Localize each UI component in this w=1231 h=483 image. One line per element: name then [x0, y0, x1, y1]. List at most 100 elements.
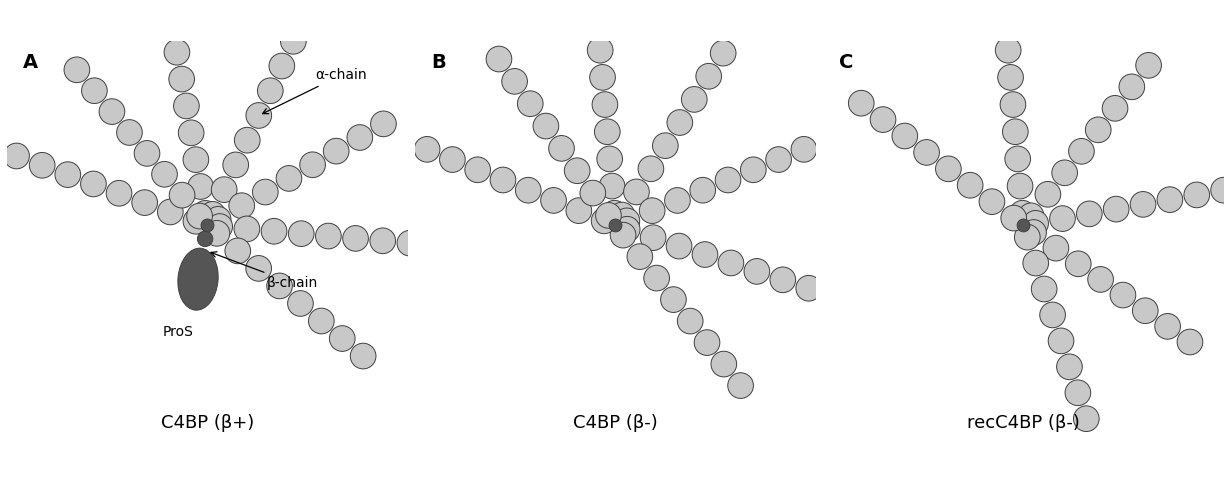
Circle shape — [728, 373, 753, 398]
Circle shape — [267, 273, 293, 299]
Circle shape — [1023, 211, 1049, 236]
Circle shape — [270, 53, 294, 79]
Circle shape — [342, 226, 368, 251]
Circle shape — [201, 219, 214, 232]
Circle shape — [652, 133, 678, 158]
Circle shape — [1110, 282, 1136, 308]
Circle shape — [540, 187, 566, 213]
Circle shape — [193, 256, 208, 271]
Circle shape — [1211, 177, 1231, 203]
Circle shape — [371, 111, 396, 137]
Circle shape — [178, 120, 204, 146]
Circle shape — [712, 351, 736, 377]
Circle shape — [1020, 220, 1046, 245]
Circle shape — [696, 63, 721, 89]
Circle shape — [1040, 302, 1065, 328]
Circle shape — [796, 275, 821, 301]
Circle shape — [246, 256, 272, 281]
Circle shape — [1007, 173, 1033, 199]
Circle shape — [998, 65, 1023, 90]
Circle shape — [55, 162, 81, 187]
Circle shape — [439, 147, 465, 172]
Circle shape — [229, 193, 255, 218]
Text: α-chain: α-chain — [262, 69, 367, 114]
Circle shape — [599, 173, 625, 199]
Circle shape — [415, 137, 439, 162]
Circle shape — [585, 10, 611, 36]
Circle shape — [206, 207, 231, 232]
Circle shape — [744, 258, 769, 284]
Circle shape — [351, 343, 375, 369]
Circle shape — [324, 138, 350, 164]
Circle shape — [1023, 250, 1049, 276]
Circle shape — [682, 86, 707, 112]
Circle shape — [117, 120, 143, 145]
Circle shape — [276, 166, 302, 191]
Circle shape — [667, 110, 693, 135]
Text: β-chain: β-chain — [211, 252, 319, 290]
Circle shape — [246, 102, 272, 128]
Circle shape — [183, 209, 209, 234]
Circle shape — [1009, 200, 1035, 226]
Circle shape — [169, 182, 194, 208]
Circle shape — [398, 230, 422, 256]
Text: recC4BP (β-): recC4BP (β-) — [968, 414, 1080, 432]
Circle shape — [197, 231, 213, 247]
Circle shape — [1157, 187, 1183, 213]
Circle shape — [1155, 313, 1181, 339]
Circle shape — [1001, 205, 1027, 231]
Circle shape — [207, 213, 233, 240]
Circle shape — [792, 137, 816, 162]
Circle shape — [1102, 96, 1128, 121]
Circle shape — [592, 92, 618, 117]
Circle shape — [611, 222, 636, 248]
Circle shape — [870, 107, 896, 132]
Circle shape — [639, 198, 665, 224]
Circle shape — [1076, 201, 1102, 227]
Circle shape — [1032, 276, 1057, 302]
Circle shape — [609, 219, 622, 232]
Circle shape — [151, 161, 177, 187]
Circle shape — [30, 153, 55, 178]
Circle shape — [1043, 235, 1069, 261]
Circle shape — [1103, 196, 1129, 222]
Circle shape — [234, 216, 260, 242]
Circle shape — [100, 99, 124, 125]
Circle shape — [595, 119, 620, 144]
Circle shape — [1002, 119, 1028, 144]
Circle shape — [597, 146, 623, 172]
Circle shape — [587, 37, 613, 63]
Circle shape — [627, 244, 652, 270]
Circle shape — [1177, 329, 1203, 355]
Circle shape — [164, 40, 190, 65]
Circle shape — [1069, 139, 1094, 164]
Circle shape — [993, 10, 1018, 36]
Circle shape — [281, 28, 307, 54]
Circle shape — [892, 123, 917, 149]
Circle shape — [1065, 251, 1091, 277]
Circle shape — [188, 174, 213, 199]
Circle shape — [718, 250, 744, 276]
Circle shape — [710, 40, 736, 66]
Text: B: B — [431, 53, 446, 72]
Text: C4BP (β-): C4BP (β-) — [574, 414, 657, 432]
Circle shape — [225, 238, 251, 264]
Circle shape — [694, 330, 720, 355]
Circle shape — [715, 167, 741, 193]
Circle shape — [347, 125, 373, 150]
Circle shape — [614, 208, 640, 234]
Circle shape — [159, 13, 185, 38]
Circle shape — [1050, 206, 1076, 231]
Circle shape — [936, 156, 961, 182]
Circle shape — [169, 66, 194, 92]
Circle shape — [132, 190, 158, 215]
Circle shape — [212, 177, 238, 202]
Circle shape — [1119, 74, 1145, 99]
Circle shape — [315, 223, 341, 249]
Circle shape — [502, 69, 527, 94]
Circle shape — [580, 180, 606, 206]
Circle shape — [486, 46, 512, 72]
Circle shape — [1000, 92, 1025, 117]
Text: C4BP (β+): C4BP (β+) — [161, 414, 254, 432]
Circle shape — [533, 113, 559, 139]
